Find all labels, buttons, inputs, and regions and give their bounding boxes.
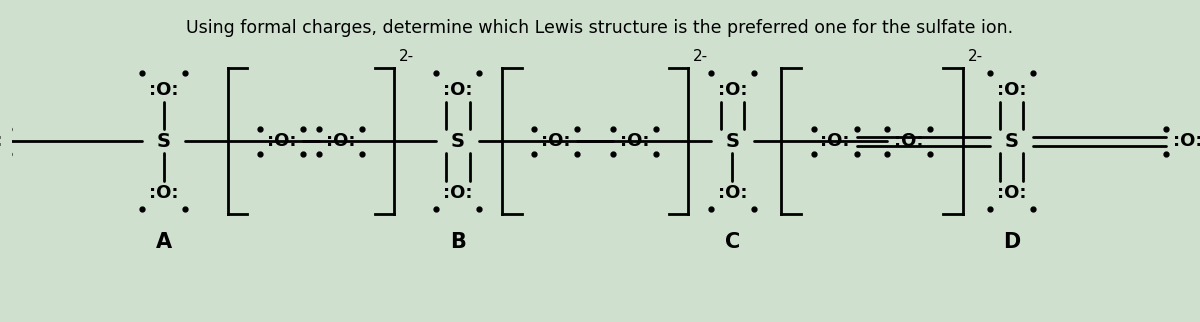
Text: 2-: 2- [694, 49, 708, 64]
Text: :O:: :O: [149, 81, 179, 99]
Text: :O:: :O: [821, 132, 850, 150]
Text: A: A [156, 232, 172, 252]
Text: :O:: :O: [894, 132, 924, 150]
Text: :O:: :O: [0, 132, 2, 150]
Text: :O:: :O: [718, 184, 748, 202]
Text: :O:: :O: [325, 132, 355, 150]
Text: :O:: :O: [443, 184, 473, 202]
Text: S: S [451, 132, 464, 151]
Text: :O:: :O: [266, 132, 296, 150]
Text: Using formal charges, determine which Lewis structure is the preferred one for t: Using formal charges, determine which Le… [186, 19, 1014, 37]
Text: 2-: 2- [967, 49, 983, 64]
Text: S: S [157, 132, 170, 151]
Text: D: D [1003, 232, 1020, 252]
Text: :O:: :O: [718, 81, 748, 99]
Text: :O:: :O: [619, 132, 649, 150]
Text: :O:: :O: [997, 184, 1026, 202]
Text: B: B [450, 232, 466, 252]
Text: S: S [725, 132, 739, 151]
Text: C: C [725, 232, 740, 252]
Text: :O:: :O: [443, 81, 473, 99]
Text: :O:: :O: [997, 81, 1026, 99]
Text: :O:: :O: [149, 184, 179, 202]
Text: :O:: :O: [1174, 132, 1200, 150]
Text: 2-: 2- [400, 49, 414, 64]
Text: :O:: :O: [541, 132, 571, 150]
Text: S: S [1004, 132, 1019, 151]
